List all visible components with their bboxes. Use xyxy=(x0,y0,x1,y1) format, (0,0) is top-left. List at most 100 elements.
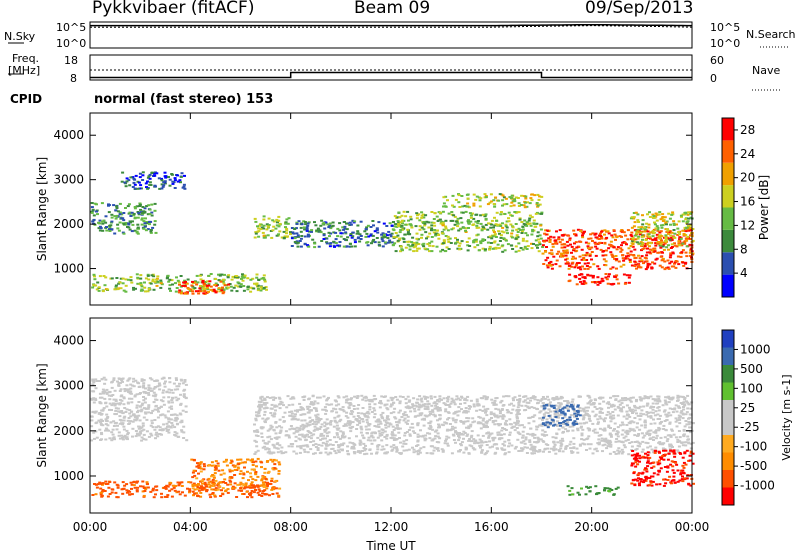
velocity-panel-cell xyxy=(199,491,203,494)
velocity-panel-cell xyxy=(417,403,421,406)
velocity-panel-cell xyxy=(516,398,519,401)
velocity-panel-cell xyxy=(242,472,246,475)
power-panel-cell xyxy=(639,228,643,230)
power-panel-cell xyxy=(670,231,674,234)
velocity-panel-cell xyxy=(552,445,556,448)
power-panel-cell xyxy=(153,174,157,177)
velocity-panel-cell xyxy=(657,395,661,398)
power-panel-cell xyxy=(451,204,454,207)
velocity-panel-cell xyxy=(207,481,211,484)
velocity-panel-cell xyxy=(303,419,307,422)
velocity-panel-cell xyxy=(383,430,387,433)
velocity-panel-cell xyxy=(419,404,423,407)
velocity-panel-cell xyxy=(99,420,102,423)
velocity-panel-cell xyxy=(423,403,427,406)
velocity-panel-cell xyxy=(300,433,304,436)
power-panel-cell xyxy=(110,228,114,231)
power-panel-cell xyxy=(569,243,572,246)
velocity-panel-cell xyxy=(263,398,267,401)
power-panel-cell xyxy=(117,282,121,285)
power-panel-cell xyxy=(176,279,180,282)
velocity-panel-cell xyxy=(597,397,601,400)
velocity-panel-cell xyxy=(625,429,629,432)
power-panel-cell xyxy=(176,180,180,183)
velocity-panel-cell xyxy=(156,435,160,438)
velocity-panel-cell xyxy=(601,450,604,453)
power-panel-cell xyxy=(412,242,416,244)
power-panel-cell xyxy=(515,234,519,237)
power-panel-cell xyxy=(672,222,676,225)
velocity-panel-cell xyxy=(121,481,125,484)
velocity-panel-cell xyxy=(470,434,474,437)
velocity-panel-cell xyxy=(480,444,484,447)
power-panel-cell xyxy=(656,236,659,239)
power-panel-cell xyxy=(638,260,642,263)
power-panel-cell xyxy=(525,224,529,227)
velocity-panel-cell xyxy=(154,393,158,396)
power-panel-cell xyxy=(667,267,671,270)
power-panel-cell xyxy=(454,241,458,244)
power-panel-cell xyxy=(595,281,599,283)
power-panel-cell xyxy=(258,224,262,227)
velocity-panel-cell xyxy=(503,444,506,447)
velocity-panel-cell xyxy=(148,377,152,380)
power-panel-cell xyxy=(433,224,437,227)
velocity-panel-cell xyxy=(333,399,337,402)
velocity-panel-cell xyxy=(265,401,269,404)
velocity-panel-cell xyxy=(442,397,446,400)
power-panel-cell xyxy=(682,241,686,244)
velocity-panel-cell xyxy=(170,399,174,402)
velocity-panel-cell xyxy=(124,411,128,413)
velocity-panel-cell xyxy=(217,482,220,485)
power-panel-cell xyxy=(375,228,379,231)
velocity-panel-cell xyxy=(352,443,356,445)
velocity-panel-cell xyxy=(667,401,671,404)
velocity-panel-cell xyxy=(269,427,273,430)
velocity-panel-cell xyxy=(678,436,682,439)
power-panel-cell xyxy=(290,237,294,240)
velocity-panel-cell xyxy=(465,417,469,419)
velocity-panel-cell xyxy=(274,397,277,400)
velocity-panel-cell xyxy=(279,429,283,432)
velocity-panel-cell xyxy=(122,425,126,428)
power-panel-cell xyxy=(479,240,483,243)
power-panel-cell xyxy=(91,220,95,223)
velocity-panel-cell xyxy=(167,396,171,399)
power-panel-cell xyxy=(529,224,533,227)
power-panel-cell xyxy=(152,288,156,291)
power-panel-cell xyxy=(406,210,410,213)
power-panel-cell xyxy=(684,237,688,240)
velocity-panel-cell xyxy=(515,427,519,429)
power-panel-cell xyxy=(631,237,635,239)
power-panel-cell xyxy=(591,276,595,279)
power-panel-cell xyxy=(451,219,455,222)
velocity-panel-cell xyxy=(390,403,393,406)
velocity-panel-cell xyxy=(597,421,600,424)
velocity-panel-cell xyxy=(391,397,395,400)
velocity-panel-cell xyxy=(174,396,178,399)
velocity-panel-cell xyxy=(643,421,647,423)
velocity-panel-cell xyxy=(652,451,655,454)
power-panel-cell xyxy=(468,212,472,215)
velocity-panel-cell xyxy=(231,487,235,490)
velocity-panel-cell xyxy=(657,409,661,412)
velocity-panel-cell xyxy=(123,390,127,393)
velocity-panel-cell xyxy=(278,487,282,490)
power-panel-cell xyxy=(528,222,532,225)
velocity-panel-cell xyxy=(664,401,668,404)
velocity-panel-cell xyxy=(556,441,560,444)
velocity-panel-cell xyxy=(130,487,133,490)
power-panel-cell xyxy=(223,273,226,276)
velocity-panel-cell xyxy=(191,487,195,490)
power-panel-cell xyxy=(452,214,456,217)
power-panel-cell xyxy=(557,238,561,241)
velocity-panel-cell xyxy=(598,410,602,413)
power-panel-cell xyxy=(621,241,625,244)
power-panel-cell xyxy=(188,290,192,292)
power-panel-cell xyxy=(103,284,107,287)
velocity-panel-cell xyxy=(290,410,294,413)
velocity-panel-cell xyxy=(546,412,550,414)
power-panel-cell xyxy=(514,250,518,253)
power-panel-cell xyxy=(502,231,506,234)
velocity-panel-cell xyxy=(90,425,94,428)
